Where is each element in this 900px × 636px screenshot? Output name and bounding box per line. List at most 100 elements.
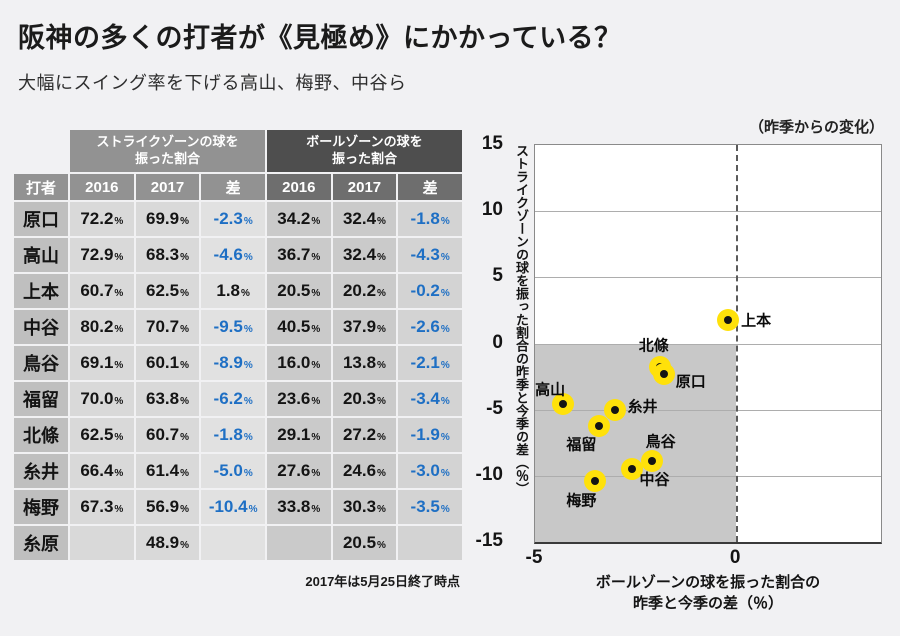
ball-2017-cell: 32.4% (332, 238, 397, 272)
strike-2017-cell: 56.9% (135, 490, 200, 524)
ball-2016-cell: 36.7% (266, 238, 331, 272)
y-tick-label: -5 (486, 397, 503, 419)
batter-name-cell: 中谷 (14, 310, 68, 344)
ball-2016-cell: 16.0% (266, 346, 331, 380)
batter-name-cell: 糸原 (14, 526, 68, 560)
ball-2017-cell: 32.4% (332, 202, 397, 236)
strike-2017-cell: 60.1% (135, 346, 200, 380)
scatter-point (584, 470, 607, 493)
strike-2016-cell (70, 526, 134, 560)
ball-2016-cell (266, 526, 331, 560)
ball-2016-cell: 23.6% (266, 382, 331, 416)
batter-name-cell: 糸井 (14, 454, 68, 488)
strike-diff-cell: -5.0% (201, 454, 265, 488)
stats-table: ストライクゾーンの球を 振った割合 ボールゾーンの球を 振った割合 打者 201… (12, 128, 464, 562)
ball-diff-cell (398, 526, 462, 560)
scatter-point (652, 362, 675, 385)
strike-2017-cell: 61.4% (135, 454, 200, 488)
strike-2017-cell: 69.9% (135, 202, 200, 236)
strike-diff-cell: -6.2% (201, 382, 265, 416)
strike-2016-cell: 70.0% (70, 382, 134, 416)
strike-2016-cell: 80.2% (70, 310, 134, 344)
strike-2017-cell: 68.3% (135, 238, 200, 272)
x-axis-label: ボールゾーンの球を振った割合の 昨季と今季の差（％） (595, 574, 821, 612)
scatter-chart-section: （昨季からの変化） 15 10 5 0 -5 -10 -15 ストライクゾーンの球を振った割… (470, 116, 884, 614)
y-tick-label: 15 (481, 133, 503, 154)
batter-name-cell: 鳥谷 (14, 346, 68, 380)
strike-2016-cell: 69.1% (70, 346, 134, 380)
strike-2017-cell: 60.7% (135, 418, 200, 452)
ball-2017-cell: 27.2% (332, 418, 397, 452)
table-row: 北條 62.5% 60.7% -1.8% 29.1% 27.2% -1.9% (14, 418, 462, 452)
ball-diff-cell: -2.1% (398, 346, 462, 380)
shaded-quadrant (535, 343, 737, 542)
scatter-point-label: 福留 (566, 436, 597, 454)
scatter-point-label: 中谷 (639, 471, 670, 489)
column-header-strike-2017: 2017 (135, 174, 200, 200)
strike-diff-cell: 1.8% (201, 274, 265, 308)
ball-2016-cell: 33.8% (266, 490, 331, 524)
ball-diff-cell: -3.5% (398, 490, 462, 524)
x-tick-label: 0 (729, 547, 741, 568)
strike-2016-cell: 60.7% (70, 274, 134, 308)
ball-diff-cell: -1.8% (398, 202, 462, 236)
y-tick-label: -10 (475, 463, 503, 485)
table-row: 糸井 66.4% 61.4% -5.0% 27.6% 24.6% -3.0% (14, 454, 462, 488)
chart-annotation: （昨季からの変化） (748, 119, 884, 136)
strike-diff-cell: -8.9% (201, 346, 265, 380)
table-row: 高山 72.9% 68.3% -4.6% 36.7% 32.4% -4.3% (14, 238, 462, 272)
ball-2016-cell: 27.6% (266, 454, 331, 488)
ball-2017-cell: 20.2% (332, 274, 397, 308)
table-row: 福留 70.0% 63.8% -6.2% 23.6% 20.3% -3.4% (14, 382, 462, 416)
table-row: 鳥谷 69.1% 60.1% -8.9% 16.0% 13.8% -2.1% (14, 346, 462, 380)
column-header-row: 打者 2016 2017 差 2016 2017 差 (14, 174, 462, 200)
y-axis-ticks: 15 10 5 0 -5 -10 -15 (470, 133, 508, 551)
strike-2017-cell: 70.7% (135, 310, 200, 344)
ball-2016-cell: 40.5% (266, 310, 331, 344)
ball-diff-cell: -2.6% (398, 310, 462, 344)
ball-diff-cell: -1.9% (398, 418, 462, 452)
strike-diff-cell: -2.3% (201, 202, 265, 236)
ball-diff-cell: -4.3% (398, 238, 462, 272)
scatter-point (588, 414, 611, 437)
ball-2017-cell: 24.6% (332, 454, 397, 488)
strike-2017-cell: 63.8% (135, 382, 200, 416)
y-axis-label: ストライクゾーンの球を振った割合の昨季と今季の差（％） (514, 144, 529, 495)
ball-diff-cell: -3.4% (398, 382, 462, 416)
ball-2017-cell: 37.9% (332, 310, 397, 344)
table-row: 原口 72.2% 69.9% -2.3% 34.2% 32.4% -1.8% (14, 202, 462, 236)
column-header-strike-diff: 差 (201, 174, 265, 200)
y-tick-label: 5 (492, 265, 503, 287)
ball-2017-cell: 13.8% (332, 346, 397, 380)
chart-row: 15 10 5 0 -5 -10 -15 ストライクゾーンの球を振った割合の昨季と今季の差（… (470, 133, 884, 551)
strike-diff-cell: -9.5% (201, 310, 265, 344)
strike-2017-cell: 62.5% (135, 274, 200, 308)
scatter-point-label: 梅野 (566, 492, 597, 510)
batter-name-cell: 上本 (14, 274, 68, 308)
ball-2017-cell: 30.3% (332, 490, 397, 524)
table-row: 中谷 80.2% 70.7% -9.5% 40.5% 37.9% -2.6% (14, 310, 462, 344)
x-tick-label: -5 (525, 547, 543, 568)
strike-2016-cell: 72.9% (70, 238, 134, 272)
zero-x-dashed-line (736, 145, 739, 542)
scatter-point-label: 鳥谷 (645, 433, 676, 451)
gridline (535, 343, 881, 345)
gridline (535, 277, 881, 279)
strike-2017-cell: 48.9% (135, 526, 200, 560)
table-footnote: 2017年は5月25日終了時点 (305, 574, 460, 589)
scatter-point-label: 高山 (535, 381, 566, 399)
strike-2016-cell: 66.4% (70, 454, 134, 488)
strike-2016-cell: 62.5% (70, 418, 134, 452)
scatter-point-label: 北條 (638, 337, 669, 355)
y-tick-label: -15 (475, 530, 503, 551)
batter-name-cell: 福留 (14, 382, 68, 416)
scatter-point (620, 458, 643, 481)
scatter-point (717, 308, 740, 331)
stats-table-section: ストライクゾーンの球を 振った割合 ボールゾーンの球を 振った割合 打者 201… (12, 128, 464, 590)
batter-name-cell: 北條 (14, 418, 68, 452)
strike-2016-cell: 72.2% (70, 202, 134, 236)
strike-diff-cell: -1.8% (201, 418, 265, 452)
ball-2016-cell: 34.2% (266, 202, 331, 236)
ball-2016-cell: 20.5% (266, 274, 331, 308)
